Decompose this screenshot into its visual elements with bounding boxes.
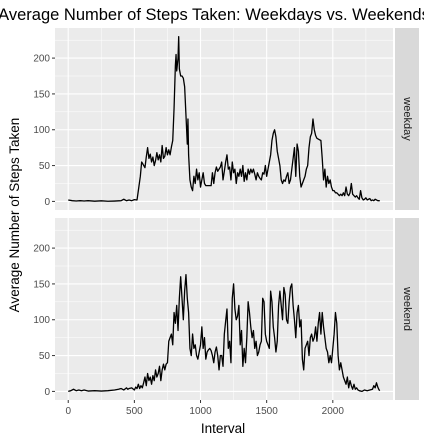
x-tick-label: 500 — [126, 406, 143, 417]
y-tick-label: 50 — [39, 161, 51, 172]
series-line-weekend — [68, 273, 381, 393]
y-axis-title: Average Number of Steps Taken — [7, 118, 22, 313]
facet-strip-weekday: weekday — [395, 28, 419, 210]
facet-strip-label: weekday — [401, 96, 413, 141]
y-tick-label: 200 — [33, 244, 50, 255]
y-tick-label: 100 — [33, 125, 50, 136]
x-tick-label: 2000 — [322, 406, 345, 417]
y-tick-label: 0 — [44, 387, 50, 398]
chart-title: Average Number of Steps Taken: Weekdays … — [0, 6, 424, 24]
x-tick-label: 1000 — [189, 406, 212, 417]
series-line-weekday — [68, 35, 380, 202]
facet-strip-background — [395, 28, 419, 210]
y-tick-label: 50 — [39, 351, 51, 362]
y-tick-label: 200 — [33, 54, 50, 65]
y-tick-label: 150 — [33, 279, 50, 290]
panel-background — [55, 28, 393, 210]
facet-strip-label: weekend — [401, 286, 413, 331]
y-tick-label: 0 — [44, 197, 50, 208]
facet-strip-weekend: weekend — [395, 218, 419, 400]
x-tick-label: 1500 — [256, 406, 279, 417]
facet-panel-weekday: 0 50 100 150 200 weekday — [33, 28, 419, 210]
y-tick-label: 100 — [33, 315, 50, 326]
x-tick-label: 0 — [65, 406, 71, 417]
facet-strip-background — [395, 218, 419, 400]
x-axis-title: Interval — [201, 421, 245, 436]
y-tick-label: 150 — [33, 89, 50, 100]
